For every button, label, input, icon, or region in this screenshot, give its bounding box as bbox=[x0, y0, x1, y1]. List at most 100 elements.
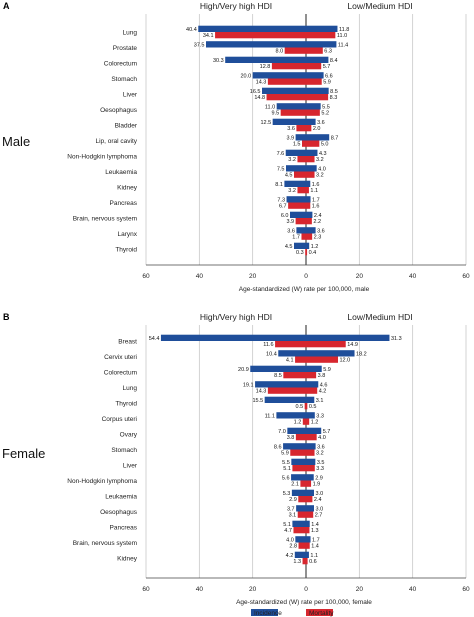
category-label: Non-Hodgkin lymphoma bbox=[67, 478, 137, 485]
bar-low-hdi-incidence bbox=[306, 443, 316, 450]
bar-high-hdi-incidence bbox=[285, 149, 306, 156]
data-label: 5.1 bbox=[283, 466, 291, 472]
bar-high-hdi-incidence bbox=[291, 458, 306, 465]
bar-low-hdi-mortality bbox=[306, 465, 315, 472]
bar-high-hdi-incidence bbox=[296, 227, 306, 234]
bar-high-hdi-mortality bbox=[292, 465, 306, 472]
data-label: 2.0 bbox=[313, 126, 321, 132]
bar-high-hdi-mortality bbox=[280, 109, 306, 116]
data-label: 4.5 bbox=[285, 173, 293, 179]
data-label: 8.0 bbox=[276, 49, 284, 55]
bar-low-hdi-incidence bbox=[306, 505, 314, 512]
data-label: 12.8 bbox=[260, 64, 271, 70]
data-label: 3.3 bbox=[316, 413, 324, 419]
bar-low-hdi-incidence bbox=[306, 536, 311, 543]
data-label: 2.2 bbox=[313, 219, 321, 225]
bar-low-hdi-incidence bbox=[306, 165, 317, 172]
data-label: 1.4 bbox=[311, 544, 319, 550]
data-label: 40.4 bbox=[186, 27, 197, 33]
bar-low-hdi-mortality bbox=[306, 202, 311, 209]
category-label: Brain, nervous system bbox=[73, 540, 137, 547]
legend-mortality-label: Mortality bbox=[309, 610, 334, 617]
bar-low-hdi-mortality bbox=[306, 542, 310, 549]
data-label: 1.6 bbox=[312, 182, 320, 188]
category-label: Stomach bbox=[111, 447, 137, 454]
panel-a-letter: A bbox=[3, 1, 10, 11]
bar-low-hdi-mortality bbox=[306, 218, 312, 225]
data-label: 1.1 bbox=[310, 188, 318, 194]
panel-b-right-header: Low/Medium HDI bbox=[347, 312, 412, 322]
bar-high-hdi-incidence bbox=[276, 412, 306, 419]
category-label: Colorectum bbox=[104, 60, 137, 67]
data-label: 3.6 bbox=[317, 228, 325, 234]
bar-high-hdi-mortality bbox=[284, 47, 306, 54]
data-label: 5.1 bbox=[283, 522, 291, 528]
bar-low-hdi-mortality bbox=[306, 63, 322, 70]
bar-low-hdi-incidence bbox=[306, 196, 311, 203]
data-label: 1.2 bbox=[311, 420, 319, 426]
data-label: 8.5 bbox=[274, 373, 282, 379]
data-label: 5.9 bbox=[323, 367, 331, 373]
bar-low-hdi-incidence bbox=[306, 25, 338, 32]
bar-low-hdi-incidence bbox=[306, 242, 310, 249]
category-label: Stomach bbox=[111, 76, 137, 83]
data-label: 8.5 bbox=[330, 89, 338, 95]
bar-low-hdi-mortality bbox=[306, 32, 336, 39]
data-label: 2.9 bbox=[289, 497, 297, 503]
data-label: 3.1 bbox=[316, 398, 324, 404]
data-label: 1.7 bbox=[312, 537, 320, 543]
bar-low-hdi-incidence bbox=[306, 72, 324, 79]
data-label: 7.5 bbox=[277, 166, 285, 172]
bar-high-hdi-incidence bbox=[292, 520, 306, 527]
bar-low-hdi-mortality bbox=[306, 47, 323, 54]
data-label: 4.0 bbox=[318, 166, 326, 172]
bar-low-hdi-incidence bbox=[306, 227, 316, 234]
x-tick-label: 20 bbox=[249, 586, 257, 593]
bar-low-hdi-mortality bbox=[306, 449, 315, 456]
data-label: 1.2 bbox=[294, 420, 302, 426]
data-label: 5.5 bbox=[282, 460, 290, 466]
panel-a-sex-label: Male bbox=[2, 134, 30, 149]
data-label: 4.3 bbox=[319, 151, 327, 157]
data-label: 3.6 bbox=[287, 126, 295, 132]
data-label: 2.8 bbox=[289, 544, 297, 550]
x-tick-label: 40 bbox=[196, 273, 204, 280]
bar-high-hdi-incidence bbox=[290, 211, 306, 218]
data-label: 5.7 bbox=[323, 64, 331, 70]
data-label: 3.9 bbox=[286, 219, 294, 225]
category-label: Pancreas bbox=[110, 524, 138, 531]
bar-high-hdi-mortality bbox=[302, 140, 306, 147]
data-label: 1.3 bbox=[293, 559, 301, 565]
category-label: Lung bbox=[123, 385, 138, 392]
panel-a-right-header: Low/Medium HDI bbox=[347, 1, 412, 11]
bar-high-hdi-incidence bbox=[286, 196, 306, 203]
bar-low-hdi-incidence bbox=[306, 381, 319, 388]
data-label: 8.1 bbox=[275, 182, 283, 188]
bar-low-hdi-incidence bbox=[306, 41, 337, 48]
data-label: 1.2 bbox=[311, 244, 319, 250]
data-label: 9.5 bbox=[272, 111, 280, 117]
data-label: 0.5 bbox=[309, 404, 317, 410]
bar-low-hdi-incidence bbox=[306, 180, 311, 187]
bar-high-hdi-mortality bbox=[295, 356, 306, 363]
data-label: 5.9 bbox=[323, 80, 331, 86]
bar-low-hdi-incidence bbox=[306, 489, 314, 496]
category-label: Brain, nervous system bbox=[73, 215, 137, 222]
data-label: 14.9 bbox=[347, 342, 358, 348]
data-label: 6.6 bbox=[325, 73, 333, 79]
bar-low-hdi-mortality bbox=[306, 171, 315, 178]
bar-low-hdi-mortality bbox=[306, 558, 308, 565]
legend-mortality-swatch bbox=[306, 609, 333, 616]
bar-low-hdi-incidence bbox=[306, 149, 318, 156]
data-label: 1.3 bbox=[311, 528, 319, 534]
bar-low-hdi-incidence bbox=[306, 396, 315, 403]
x-tick-label: 0 bbox=[304, 586, 308, 593]
bar-low-hdi-mortality bbox=[306, 418, 310, 425]
data-label: 11.0 bbox=[337, 33, 347, 39]
bar-high-hdi-mortality bbox=[302, 418, 306, 425]
bar-low-hdi-mortality bbox=[306, 527, 310, 534]
panel-b-plot: 60 40 20 0 20 40 60 Breast 54.4 11.6 31.3 14.9 Cervi… bbox=[67, 325, 470, 593]
bar-high-hdi-incidence bbox=[286, 165, 306, 172]
bar-low-hdi-incidence bbox=[306, 211, 313, 218]
bar-high-hdi-mortality bbox=[271, 63, 306, 70]
